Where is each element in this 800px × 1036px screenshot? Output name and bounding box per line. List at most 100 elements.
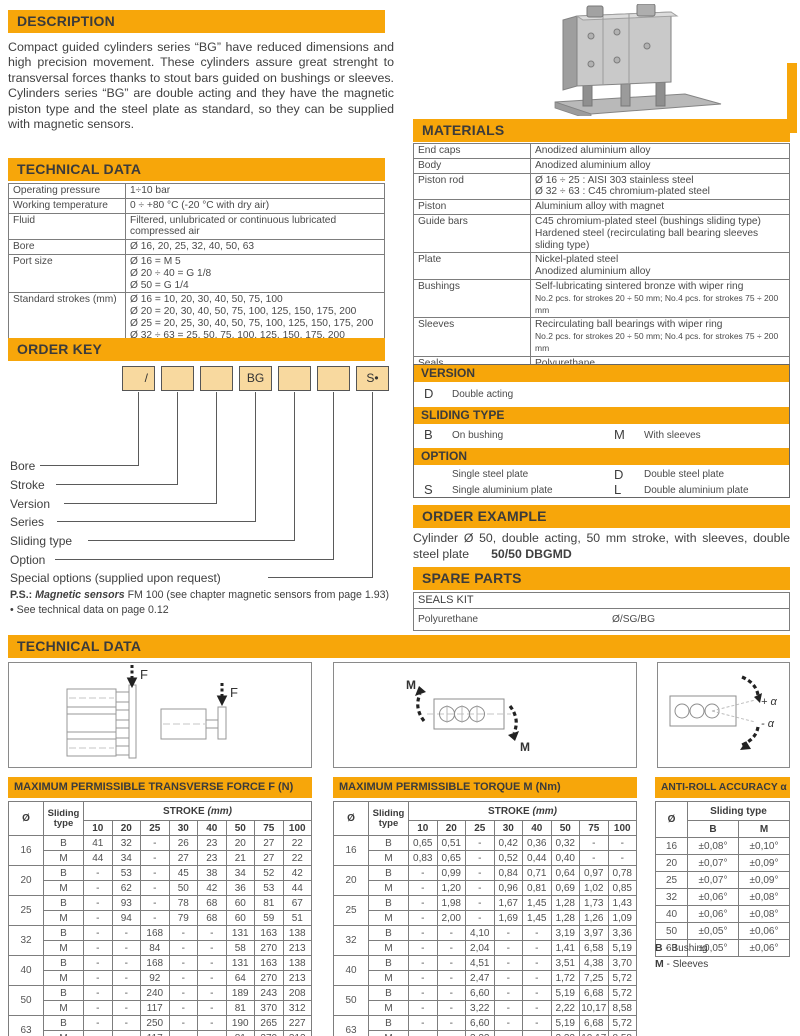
value-line: Filtered, unlubricated or continuous lub… xyxy=(130,214,337,238)
value-cell: - xyxy=(197,1015,227,1031)
type-col: M xyxy=(738,820,790,838)
value-line: Self-lubricating sintered bronze with wi… xyxy=(535,280,744,292)
key-label-series: Series xyxy=(10,515,45,529)
key-line xyxy=(40,465,139,466)
value-cell: - xyxy=(111,1030,141,1036)
value-cell: 0,65 xyxy=(436,850,466,866)
sliding-label-m: With sleeves xyxy=(644,430,701,441)
value-cell: 5,19 xyxy=(550,985,580,1001)
table-row: Working temperature 0 ÷ +80 °C (-20 °C wi… xyxy=(8,197,385,214)
col-diameter: Ø xyxy=(655,801,688,838)
bore-cell: 25 xyxy=(8,895,44,926)
force-table-header: MAXIMUM PERMISSIBLE TRANSVERSE FORCE F (… xyxy=(8,777,312,798)
key-line xyxy=(268,577,373,578)
table-row: M -2,00-1,69 1,45 1,28 1,26 1,09 xyxy=(334,910,637,926)
sliding-cell: M xyxy=(368,1000,409,1016)
value-cell: - xyxy=(83,880,113,896)
value-cell: - xyxy=(197,970,227,986)
table-row: 20 ±0,07° ±0,09° xyxy=(655,854,790,872)
value-cell: 60 xyxy=(225,895,255,911)
value-cell: ±0,06° xyxy=(738,939,790,957)
option-code-s: S xyxy=(424,482,433,497)
value-cell: - xyxy=(465,910,495,926)
row-label: Body xyxy=(413,157,531,174)
sliding-cell: B xyxy=(368,895,409,911)
table-row: M - -2,47- -1,72 7,25 5,72 xyxy=(334,970,637,986)
value-cell: 0,99 xyxy=(436,865,466,881)
value-line: Ø 25 = 20, 25, 30, 40, 50, 75, 100, 125,… xyxy=(130,317,374,329)
value-line: Ø 20 ÷ 40 = G 1/8 xyxy=(130,267,212,279)
value-cell: 27 xyxy=(168,850,198,866)
bore-cell: 20 xyxy=(333,865,369,896)
sliding-cell: B xyxy=(43,865,84,881)
value-cell: 227 xyxy=(282,1015,312,1031)
value-cell: 240 xyxy=(140,985,170,1001)
order-example-sentence: Cylinder Ø 50, double acting, 50 mm stro… xyxy=(413,531,790,561)
order-key-header: ORDER KEY xyxy=(8,338,385,361)
value-cell: 44 xyxy=(282,880,312,896)
value-cell: 370 xyxy=(254,1030,284,1036)
value-cell: - xyxy=(140,865,170,881)
value-cell: 5,72 xyxy=(607,985,637,1001)
order-key-box-sliding xyxy=(278,366,311,391)
seals-kit-code: Ø/SG/BG xyxy=(612,614,656,625)
table-row: 16 ±0,08° ±0,10° xyxy=(655,837,790,855)
value-cell: - xyxy=(408,940,438,956)
value-cell: 0,65 xyxy=(408,835,438,851)
value-cell: 0,71 xyxy=(522,865,552,881)
value-cell: 53 xyxy=(111,865,141,881)
value-cell: ±0,06° xyxy=(687,905,739,923)
value-cell: - xyxy=(522,940,552,956)
key-label-option: Option xyxy=(10,553,46,567)
value-cell: 3,19 xyxy=(550,925,580,941)
legend-sleeves: M - Sleeves xyxy=(655,958,708,970)
value-line: Anodized aluminium alloy xyxy=(535,159,651,171)
value-cell: - xyxy=(493,1000,523,1016)
sliding-cell: M xyxy=(368,850,409,866)
value-cell: 0,84 xyxy=(493,865,523,881)
value-cell: 64 xyxy=(225,970,255,986)
value-cell: 0,96 xyxy=(493,880,523,896)
value-cell: 79 xyxy=(168,910,198,926)
value-cell: 1,09 xyxy=(607,910,637,926)
value-cell: 81 xyxy=(254,895,284,911)
value-cell: 58 xyxy=(225,940,255,956)
stroke-col: 50 xyxy=(225,820,255,836)
value-cell: 22 xyxy=(282,835,312,851)
value-cell: - xyxy=(493,940,523,956)
value-cell: 213 xyxy=(282,970,312,986)
bore-cell: 25 xyxy=(655,871,688,889)
row-label: Standard strokes (mm) xyxy=(8,292,126,344)
bore-cell: 63 xyxy=(333,1015,369,1036)
value-cell: 117 xyxy=(140,1030,170,1036)
value-line: Ø 16 ÷ 25 : AISI 303 stainless steel xyxy=(535,174,694,186)
header-row: Ø Sliding type STROKE (mm) xyxy=(8,801,312,836)
row-label: Fluid xyxy=(8,212,126,241)
value-line: 1÷10 bar xyxy=(130,185,171,196)
ps-note: P.S.: Magnetic sensors FM 100 (see chapt… xyxy=(10,589,389,601)
bore-cell: 16 xyxy=(655,837,688,855)
row-value: Anodized aluminium alloy xyxy=(530,143,790,159)
sliding-cell: B xyxy=(368,985,409,1001)
value-cell: 163 xyxy=(254,925,284,941)
value-cell: - xyxy=(111,925,141,941)
table-row: 32 ±0,06° ±0,08° xyxy=(655,888,790,906)
value-cell: - xyxy=(436,940,466,956)
torque-table: Ø Sliding type STROKE (mm) 10 20 25 30 40 50 75 100… xyxy=(333,801,637,1036)
value-cell: 10,17 xyxy=(579,1030,609,1036)
value-cell: 45 xyxy=(168,865,198,881)
sliding-cell: M xyxy=(368,1030,409,1036)
sliding-cell: M xyxy=(368,940,409,956)
value-cell: - xyxy=(83,895,113,911)
value-cell: - xyxy=(465,895,495,911)
value-cell: 0,40 xyxy=(550,850,580,866)
stroke-word: STROKE xyxy=(488,805,533,817)
value-cell: 34 xyxy=(111,850,141,866)
col-stroke: STROKE (mm) xyxy=(408,801,637,821)
value-cell: - xyxy=(197,955,227,971)
value-cell: 84 xyxy=(140,940,170,956)
value-cell: 4,10 xyxy=(465,925,495,941)
table-row: M - -2,04- -1,41 6,58 5,19 xyxy=(334,940,637,956)
value-cell: 131 xyxy=(225,955,255,971)
value-cell: - xyxy=(408,1030,438,1036)
